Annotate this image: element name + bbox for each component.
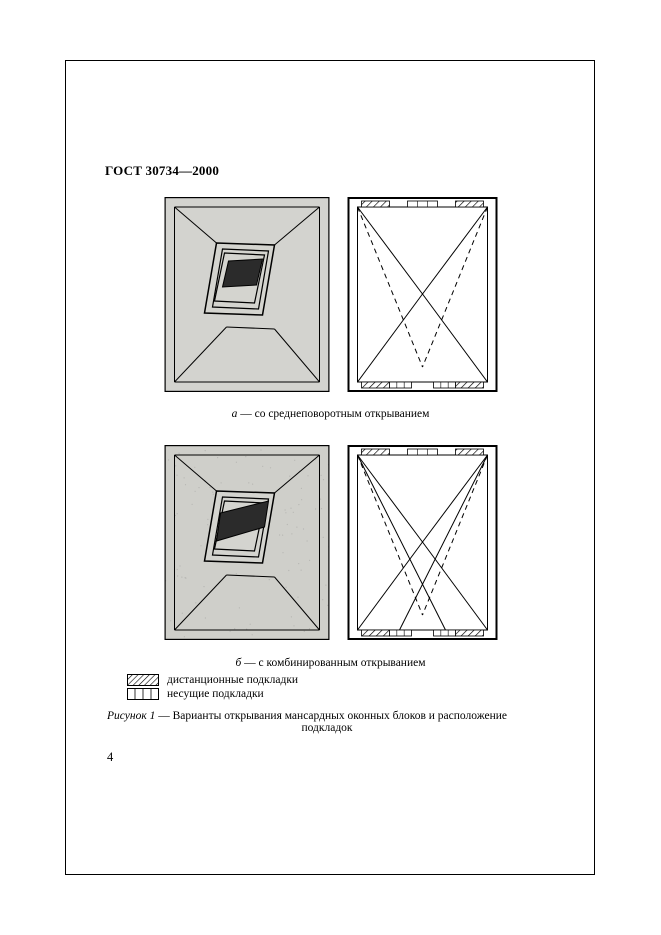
caption-a-text: — со среднеповоротным открыванием bbox=[237, 408, 429, 420]
caption-b: б — с комбинированным открыванием bbox=[236, 657, 426, 669]
caption-a: а — со среднеповоротным открыванием bbox=[232, 408, 430, 420]
legend: дистанционные подкладки несущие подкладк… bbox=[127, 674, 298, 702]
figure-row-a bbox=[164, 197, 497, 392]
figure-title-lead: Рисунок 1 bbox=[107, 710, 155, 722]
illustration-b bbox=[164, 445, 329, 640]
figure-title-body1: Варианты открывания мансардных оконных б… bbox=[173, 710, 507, 722]
figure-title: Рисунок 1 — Варианты открывания мансардн… bbox=[107, 710, 547, 734]
schematic-a bbox=[347, 197, 497, 392]
illustration-a bbox=[164, 197, 329, 392]
legend-swatch-hatched bbox=[127, 674, 159, 686]
figure-title-body2: подкладок bbox=[107, 722, 547, 734]
legend-swatch-empty bbox=[127, 688, 159, 700]
figure-row-b bbox=[164, 445, 497, 640]
legend-text-1: несущие подкладки bbox=[167, 688, 264, 700]
figure-title-dash: — bbox=[155, 710, 172, 722]
legend-row-1: несущие подкладки bbox=[127, 688, 298, 700]
caption-b-text: — с комбинированным открыванием bbox=[241, 657, 425, 669]
schematic-b bbox=[347, 445, 497, 640]
page-number: 4 bbox=[107, 750, 113, 765]
document-page: ГОСТ 30734—2000 а — со среднеповоротным … bbox=[0, 0, 661, 935]
legend-text-0: дистанционные подкладки bbox=[167, 674, 298, 686]
standard-header: ГОСТ 30734—2000 bbox=[105, 163, 219, 179]
legend-row-0: дистанционные подкладки bbox=[127, 674, 298, 686]
